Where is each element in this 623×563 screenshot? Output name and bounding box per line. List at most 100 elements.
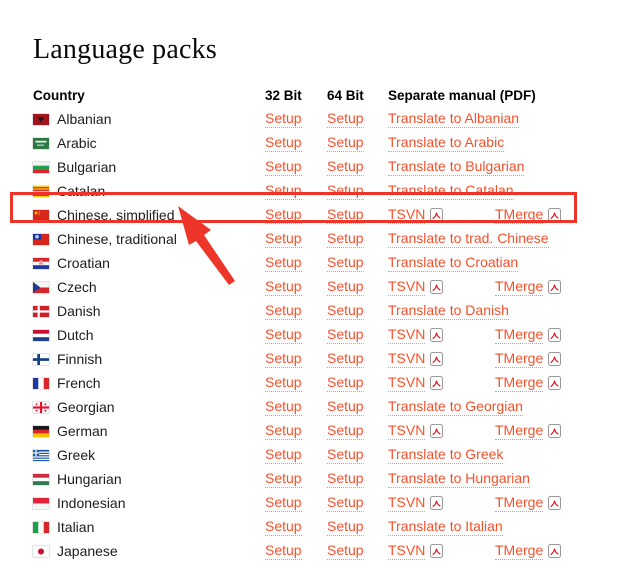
setup-64bit-link[interactable]: Setup: [327, 446, 364, 464]
setup-32bit-link[interactable]: Setup: [265, 110, 302, 128]
setup-32bit-link[interactable]: Setup: [265, 278, 302, 296]
table-row: Chinese, simplified Setup Setup TSVN TMerge: [33, 203, 590, 227]
setup-64bit-link[interactable]: Setup: [327, 278, 364, 296]
setup-64bit-link[interactable]: Setup: [327, 230, 364, 248]
setup-32bit-link[interactable]: Setup: [265, 446, 302, 464]
setup-32bit-link[interactable]: Setup: [265, 206, 302, 224]
setup-64bit-link[interactable]: Setup: [327, 350, 364, 368]
tmerge-manual-link[interactable]: TMerge: [495, 374, 544, 392]
setup-32bit-link[interactable]: Setup: [265, 182, 302, 200]
pdf-icon: [548, 352, 562, 366]
tsvn-manual-link[interactable]: TSVN: [388, 374, 426, 392]
country-label: Czech: [57, 279, 97, 295]
country-label: German: [57, 423, 108, 439]
pdf-icon: [548, 208, 562, 222]
tsvn-manual-link[interactable]: TSVN: [388, 326, 426, 344]
translate-manual-link[interactable]: Translate to trad. Chinese: [388, 230, 549, 248]
setup-32bit-link[interactable]: Setup: [265, 518, 302, 536]
country-label: Albanian: [57, 111, 112, 127]
setup-64bit-link[interactable]: Setup: [327, 374, 364, 392]
country-label: Bulgarian: [57, 159, 117, 175]
tsvn-manual-link[interactable]: TSVN: [388, 422, 426, 440]
pdf-icon: [548, 496, 562, 510]
setup-32bit-link[interactable]: Setup: [265, 134, 302, 152]
setup-64bit-link[interactable]: Setup: [327, 302, 364, 320]
table-header-row: Country 32 Bit 64 Bit Separate manual (P…: [33, 83, 590, 107]
table-row: Czech Setup Setup TSVN TMerge: [33, 275, 590, 299]
setup-32bit-link[interactable]: Setup: [265, 422, 302, 440]
pdf-icon: [548, 328, 562, 342]
tsvn-manual-link[interactable]: TSVN: [388, 278, 426, 296]
tmerge-manual-link[interactable]: TMerge: [495, 326, 544, 344]
translate-manual-link[interactable]: Translate to Italian: [388, 518, 503, 536]
pdf-icon: [548, 376, 562, 390]
translate-manual-link[interactable]: Translate to Arabic: [388, 134, 505, 152]
translate-manual-link[interactable]: Translate to Catalan: [388, 182, 514, 200]
setup-32bit-link[interactable]: Setup: [265, 158, 302, 176]
translate-manual-link[interactable]: Translate to Croatian: [388, 254, 519, 272]
header-country: Country: [33, 87, 85, 103]
setup-32bit-link[interactable]: Setup: [265, 470, 302, 488]
translate-manual-link[interactable]: Translate to Danish: [388, 302, 509, 320]
flag-georgia-icon: [33, 401, 49, 413]
flag-greece-icon: [33, 449, 49, 461]
setup-64bit-link[interactable]: Setup: [327, 254, 364, 272]
setup-64bit-link[interactable]: Setup: [327, 494, 364, 512]
pdf-icon: [430, 328, 444, 342]
setup-32bit-link[interactable]: Setup: [265, 398, 302, 416]
setup-64bit-link[interactable]: Setup: [327, 110, 364, 128]
translate-manual-link[interactable]: Translate to Bulgarian: [388, 158, 525, 176]
translate-manual-link[interactable]: Translate to Hungarian: [388, 470, 530, 488]
setup-64bit-link[interactable]: Setup: [327, 398, 364, 416]
translate-manual-link[interactable]: Translate to Albanian: [388, 110, 520, 128]
setup-64bit-link[interactable]: Setup: [327, 134, 364, 152]
country-label: Arabic: [57, 135, 97, 151]
setup-64bit-link[interactable]: Setup: [327, 206, 364, 224]
country-label: Danish: [57, 303, 101, 319]
setup-32bit-link[interactable]: Setup: [265, 302, 302, 320]
setup-64bit-link[interactable]: Setup: [327, 158, 364, 176]
setup-64bit-link[interactable]: Setup: [327, 422, 364, 440]
translate-manual-link[interactable]: Translate to Georgian: [388, 398, 523, 416]
setup-32bit-link[interactable]: Setup: [265, 254, 302, 272]
tsvn-manual-link[interactable]: TSVN: [388, 206, 426, 224]
table-row: Arabic Setup Setup Translate to Arabic: [33, 131, 590, 155]
flag-germany-icon: [33, 425, 49, 437]
country-label: French: [57, 375, 101, 391]
country-label: Japanese: [57, 543, 118, 559]
country-label: Dutch: [57, 327, 94, 343]
setup-64bit-link[interactable]: Setup: [327, 326, 364, 344]
setup-64bit-link[interactable]: Setup: [327, 518, 364, 536]
tsvn-manual-link[interactable]: TSVN: [388, 494, 426, 512]
setup-64bit-link[interactable]: Setup: [327, 182, 364, 200]
table-row: Dutch Setup Setup TSVN TMerge: [33, 323, 590, 347]
pdf-icon: [430, 496, 444, 510]
tmerge-manual-link[interactable]: TMerge: [495, 278, 544, 296]
setup-32bit-link[interactable]: Setup: [265, 494, 302, 512]
table-row: French Setup Setup TSVN TMerge: [33, 371, 590, 395]
table-row: Georgian Setup Setup Translate to Georgian: [33, 395, 590, 419]
translate-manual-link[interactable]: Translate to Greek: [388, 446, 504, 464]
tmerge-manual-link[interactable]: TMerge: [495, 422, 544, 440]
setup-32bit-link[interactable]: Setup: [265, 374, 302, 392]
country-label: Hungarian: [57, 471, 122, 487]
flag-albania-icon: [33, 113, 49, 125]
country-label: Indonesian: [57, 495, 126, 511]
tsvn-manual-link[interactable]: TSVN: [388, 350, 426, 368]
table-row: Albanian Setup Setup Translate to Albanian: [33, 107, 590, 131]
header-64bit: 64 Bit: [327, 87, 364, 103]
tmerge-manual-link[interactable]: TMerge: [495, 206, 544, 224]
header-separate-manual: Separate manual (PDF): [388, 87, 536, 103]
table-row: Croatian Setup Setup Translate to Croatian: [33, 251, 590, 275]
setup-32bit-link[interactable]: Setup: [265, 326, 302, 344]
setup-32bit-link[interactable]: Setup: [265, 350, 302, 368]
flag-netherlands-icon: [33, 329, 49, 341]
table-row: Danish Setup Setup Translate to Danish: [33, 299, 590, 323]
country-label: Greek: [57, 447, 96, 463]
tmerge-manual-link[interactable]: TMerge: [495, 494, 544, 512]
tmerge-manual-link[interactable]: TMerge: [495, 350, 544, 368]
pdf-icon: [430, 208, 444, 222]
setup-64bit-link[interactable]: Setup: [327, 470, 364, 488]
setup-32bit-link[interactable]: Setup: [265, 230, 302, 248]
page-title: Language packs: [33, 34, 217, 65]
